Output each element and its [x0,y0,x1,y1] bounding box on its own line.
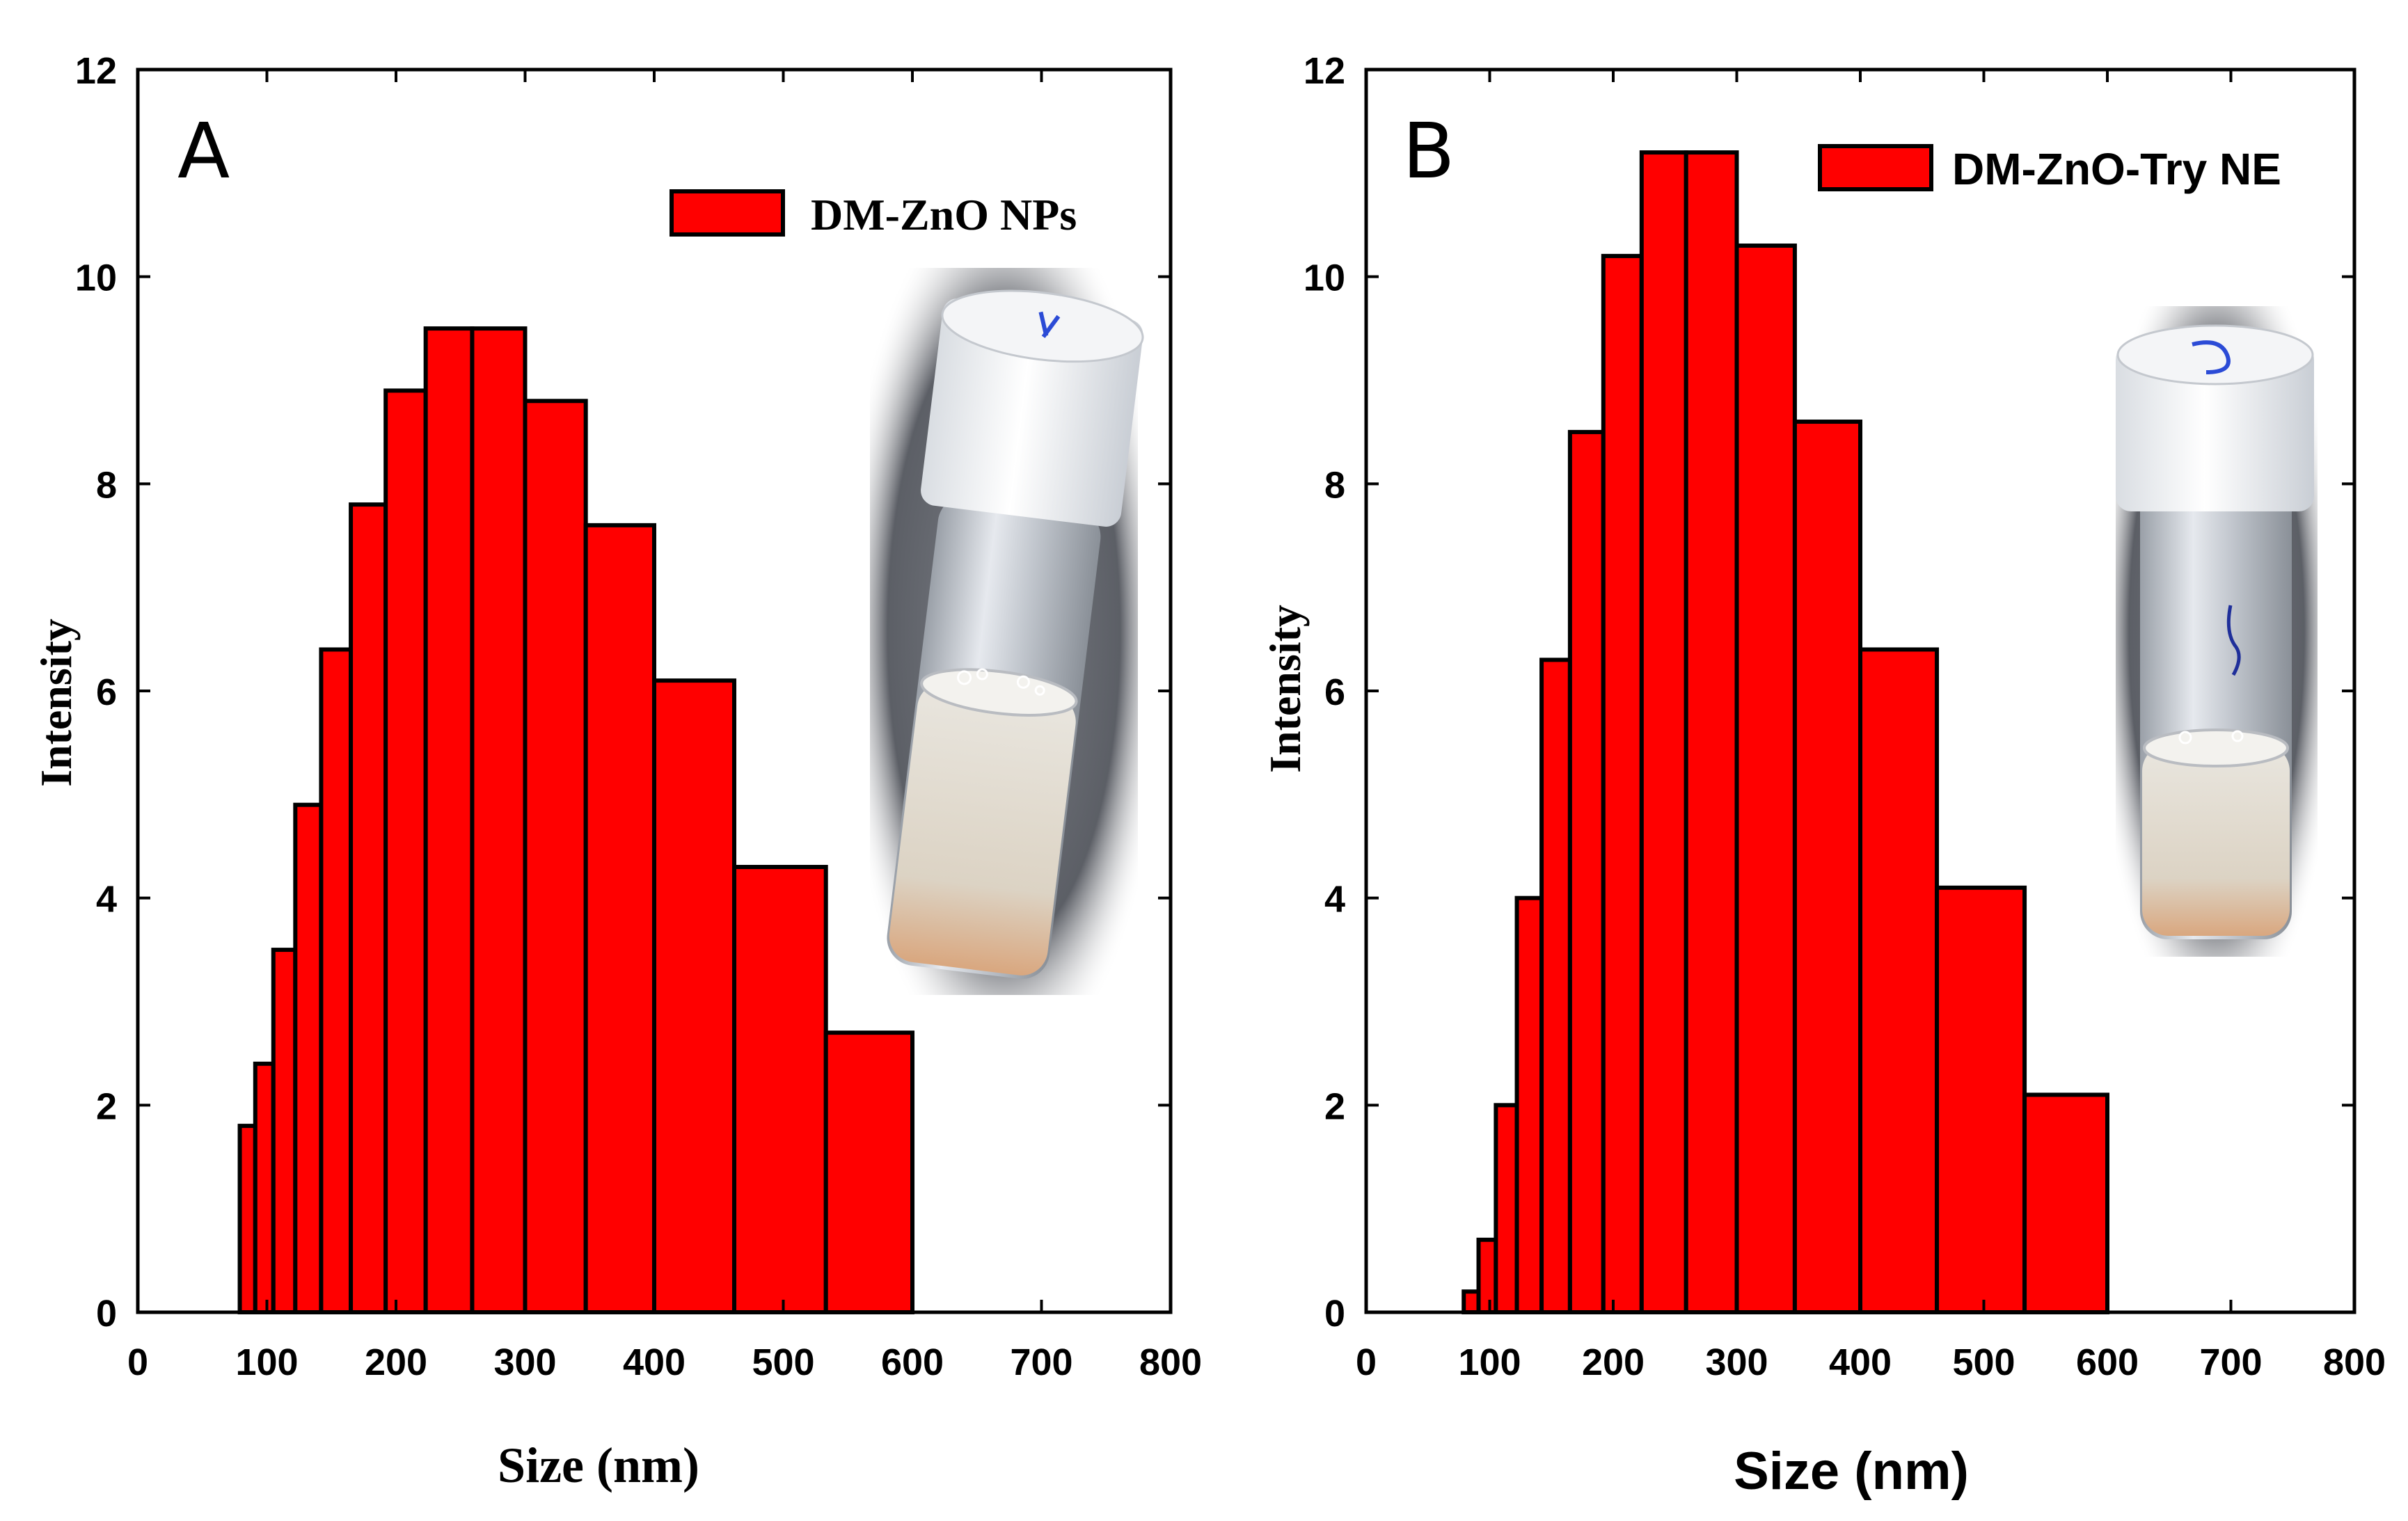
panel-a-bar-7 [423,326,475,1314]
panel-a-bar-0 [237,1124,258,1314]
panel-a-legend-label: DM-ZnO NPs [811,190,1077,239]
panel-a-x-tick-label: 600 [881,1341,944,1383]
panel-b-bar-13 [2022,1092,2109,1314]
panel-a-bar-5 [349,502,388,1314]
panel-b-x-tick-label: 700 [2199,1341,2262,1383]
panel-b-bar-10 [1792,420,1863,1314]
panel-b-y-tick-label: 10 [1304,257,1345,299]
panel-a-y-tick-label: 4 [96,879,117,921]
panel-a-y-tick-label: 10 [75,257,117,299]
panel-b-bar-6 [1601,253,1644,1314]
panel-b-bar-5 [1567,429,1606,1315]
panel-a-x-tick-labels: 0 100 200 300 400 500 600 700 800 [127,1341,1202,1383]
panel-a-y-tick-label: 12 [75,50,117,92]
panel-b-y-tick-label: 6 [1324,671,1345,713]
panel-a-bar-1 [253,1061,276,1315]
panel-a-bar-6 [383,388,428,1315]
panel-a-y-axis-title: Intensity [31,619,81,787]
panel-b-legend-label: DM-ZnO-Try NE [1952,144,2281,194]
panel-a-chart: 0 100 200 300 400 500 600 700 800 0 2 4 6 8 10 12 A DM… [31,50,1202,1493]
panel-a-x-tick-label: 400 [623,1341,686,1383]
panel-a-y-tick-label: 8 [96,464,117,506]
panel-a-letter: A [177,106,230,196]
panel-a-bar-3 [293,802,324,1314]
panel-b-x-tick-label: 300 [1705,1341,1768,1383]
panel-a-x-tick-label: 200 [365,1341,427,1383]
panel-a-y-tick-labels: 0 2 4 6 8 10 12 [75,50,117,1335]
panel-b-x-tick-labels: 0 100 200 300 400 500 600 700 800 [1356,1341,2386,1383]
panel-b-x-tick-label: 500 [1952,1341,2015,1383]
panel-a-ticks [136,68,1172,1314]
panel-b-chart: 0 100 200 300 400 500 600 700 800 0 2 4 6 8 10 12 B DM… [1260,50,2386,1501]
panel-a-x-tick-label: 0 [127,1341,148,1383]
panel-b-y-tick-label: 0 [1324,1293,1345,1335]
panel-a-x-tick-label: 500 [752,1341,814,1383]
panel-b-y-tick-labels: 0 2 4 6 8 10 12 [1304,50,1345,1335]
panel-a-bar-9 [523,399,588,1314]
panel-b-y-tick-label: 12 [1304,50,1345,92]
panel-a-y-tick-label: 0 [96,1293,117,1335]
panel-b-bar-8 [1684,150,1739,1315]
panel-b-x-tick-label: 600 [2076,1341,2139,1383]
panel-b-legend-swatch [1818,144,1933,191]
panel-a-x-tick-label: 700 [1010,1341,1072,1383]
panel-b-y-tick-label: 2 [1324,1085,1345,1127]
panel-a-bar-11 [652,678,737,1314]
panel-b-x-tick-label: 200 [1582,1341,1645,1383]
panel-a-x-tick-label: 800 [1139,1341,1202,1383]
panel-b-x-axis-title: Size (nm) [1734,1442,1969,1501]
panel-b-ticks [1365,68,2356,1314]
panel-a-bar-13 [823,1030,914,1315]
panel-a-y-tick-label: 6 [96,671,117,713]
panel-b-bar-1 [1476,1237,1498,1314]
panel-b-y-axis-title: Intensity [1260,605,1310,773]
panel-b-bar-11 [1858,647,1940,1314]
panel-b-bars [1462,150,2109,1315]
panel-b-bar-9 [1734,244,1797,1314]
panel-b-bar-7 [1639,150,1688,1315]
panel-b-bar-3 [1514,895,1544,1314]
panel-a-bar-2 [271,948,298,1315]
panel-a-y-tick-label: 2 [96,1085,117,1127]
panel-b-y-tick-label: 8 [1324,464,1345,506]
panel-a-bar-4 [319,647,354,1314]
panel-a-bar-8 [470,326,528,1314]
vial-photo-4 [870,268,1144,995]
panel-a-bar-10 [583,523,656,1314]
panel-b-bar-0 [1462,1289,1481,1314]
panel-b-bar-2 [1494,1103,1519,1315]
panel-a-legend-swatch [670,189,785,237]
panel-b-x-tick-label: 400 [1829,1341,1892,1383]
panel-b-x-tick-label: 100 [1458,1341,1521,1383]
panel-a-bars [237,326,914,1315]
panel-a-x-tick-label: 300 [493,1341,556,1383]
panel-b-x-tick-label: 800 [2323,1341,2386,1383]
panel-b-y-tick-label: 4 [1324,879,1345,921]
vial-photo-5 [2116,306,2318,957]
panel-a-x-axis-title: Size (nm) [498,1438,699,1493]
panel-b-x-tick-label: 0 [1356,1341,1377,1383]
panel-a-bar-12 [732,865,828,1315]
panel-b-bar-12 [1935,885,2027,1314]
panel-b-letter: B [1402,106,1455,196]
panel-a-x-tick-label: 100 [235,1341,298,1383]
panel-b-bar-4 [1539,658,1572,1314]
